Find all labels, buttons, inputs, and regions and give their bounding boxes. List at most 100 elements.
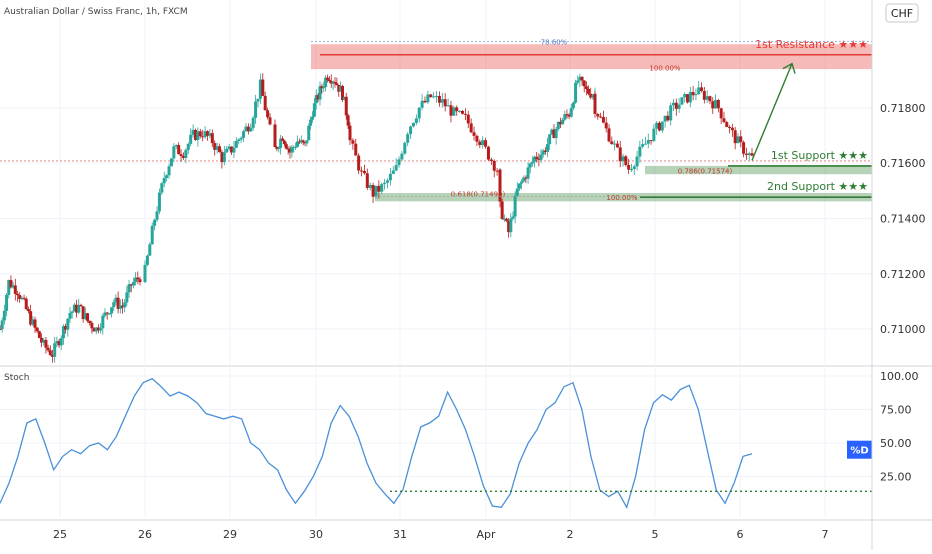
candle-body: [556, 121, 560, 129]
candle-body: [719, 108, 723, 119]
candle-body: [266, 110, 270, 118]
candle-body: [486, 146, 490, 160]
price-tick-label: 0.71000: [880, 323, 926, 336]
candle-body: [593, 93, 597, 114]
candle-body: [711, 101, 715, 109]
candle-body: [362, 170, 366, 174]
candle-body: [722, 118, 726, 123]
candle-body: [127, 284, 131, 293]
candle-body: [700, 87, 704, 91]
candle-body: [42, 339, 46, 343]
candle-body: [728, 126, 732, 128]
candle-body: [469, 123, 473, 133]
candle-body: [500, 201, 504, 219]
candle-body: [580, 76, 584, 81]
candle-body: [571, 102, 575, 109]
candle-body: [92, 328, 96, 332]
candle-body: [335, 83, 339, 85]
candle-body: [225, 148, 229, 153]
candle-body: [446, 105, 450, 107]
candle-body: [68, 313, 72, 319]
candle-body: [515, 188, 519, 196]
candle-body: [314, 95, 318, 104]
candle-body: [2, 310, 6, 321]
candle-body: [475, 135, 479, 142]
candle-body: [37, 331, 41, 338]
candle-body: [326, 77, 329, 80]
candle-body: [160, 183, 164, 193]
candle-body: [569, 108, 573, 117]
candle-body: [301, 140, 305, 143]
time-tick-label: 2: [567, 528, 574, 541]
candle-body: [66, 318, 70, 330]
candle-body: [357, 155, 361, 171]
candle-body: [472, 132, 476, 136]
candle-body: [96, 327, 100, 331]
candle-body: [329, 81, 333, 84]
candle-body: [507, 220, 511, 233]
time-tick-label: 29: [223, 528, 237, 541]
candle-body: [386, 180, 389, 183]
currency-badge-label: CHF: [891, 7, 913, 20]
candle-body: [383, 182, 387, 185]
candle-body: [5, 294, 9, 311]
candle-body: [702, 90, 706, 100]
candle-body: [172, 146, 176, 159]
price-tick-label: 0.71400: [880, 212, 926, 225]
candle-body: [599, 116, 603, 118]
candle-body: [249, 127, 253, 132]
candle-body: [312, 103, 316, 117]
candle-body: [561, 119, 565, 125]
candle-body: [601, 116, 605, 123]
candle-body: [432, 96, 436, 98]
d-badge: [847, 440, 872, 459]
level-label: 2nd Support ★★★: [767, 180, 868, 193]
time-tick-label: Apr: [476, 528, 496, 541]
candle-body: [742, 142, 746, 154]
candle-body: [463, 113, 467, 115]
candle-body: [134, 277, 138, 283]
candle-body: [198, 131, 202, 137]
candle-body: [747, 153, 751, 156]
price-tick-label: 0.71600: [880, 157, 926, 170]
candle-body: [674, 102, 678, 109]
candle-body: [411, 122, 415, 127]
candle-body: [254, 101, 258, 118]
candle-body: [484, 140, 488, 147]
stoch-label: Stoch: [4, 373, 29, 383]
candle-body: [318, 86, 322, 100]
candle-body: [279, 138, 283, 148]
candle-body: [174, 145, 178, 147]
zone-resistance: [311, 44, 872, 70]
candle-body: [646, 140, 650, 144]
candle-body: [481, 140, 485, 146]
candle-body: [83, 313, 87, 320]
candle-body: [655, 122, 659, 129]
candle-body: [261, 79, 265, 96]
candle-body: [688, 92, 692, 103]
candle-body: [90, 322, 94, 329]
candle-body: [739, 136, 743, 143]
candle-body: [342, 96, 346, 101]
candle-body: [504, 218, 508, 221]
candle-body: [64, 326, 68, 330]
candle-body: [492, 160, 496, 171]
candle-body: [574, 82, 578, 103]
time-tick-label: 7: [822, 528, 829, 541]
candle-body: [440, 99, 444, 103]
candle-body: [517, 183, 521, 189]
candle-body: [311, 116, 314, 120]
candle-body: [282, 140, 286, 145]
candle-body: [40, 337, 44, 343]
candle-body: [307, 125, 311, 141]
candle-body: [189, 134, 193, 144]
candle-body: [635, 156, 639, 167]
zone-support: [645, 165, 872, 175]
candle-body: [297, 141, 301, 143]
candle-body: [186, 143, 190, 150]
candle-body: [417, 107, 421, 119]
candle-body: [489, 159, 493, 161]
candle-body: [498, 169, 502, 202]
candle-body: [77, 304, 81, 313]
